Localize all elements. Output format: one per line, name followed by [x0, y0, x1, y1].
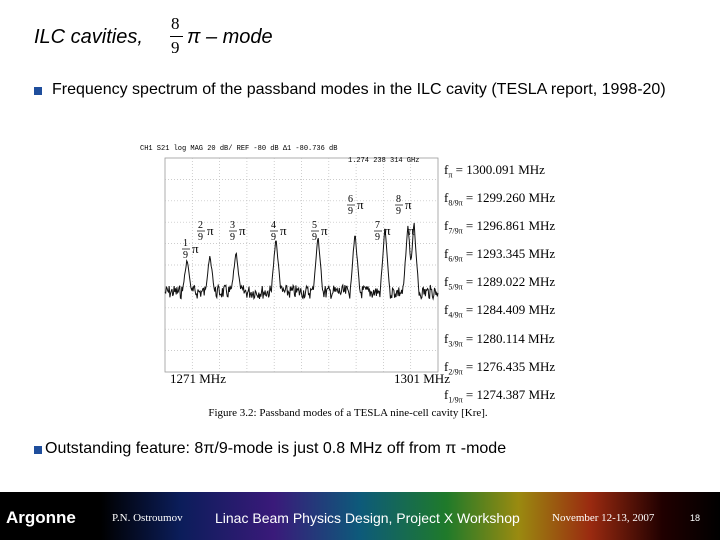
- mode-numerator: 1: [183, 238, 188, 249]
- frequency-value: = 1284.409 MHz: [465, 302, 556, 318]
- frequency-subscript: 5/9π: [448, 282, 463, 292]
- mode-numerator: 4: [271, 220, 276, 231]
- mode-numerator: 8: [396, 194, 401, 205]
- instrument-header: 1.274 238 314 GHz: [348, 157, 419, 165]
- frequency-symbol: f: [444, 246, 449, 262]
- frequency-symbol: f: [444, 386, 449, 402]
- figure-caption: Figure 3.2: Passband modes of a TESLA ni…: [208, 407, 488, 419]
- page-number: 18: [690, 513, 701, 523]
- mode-symbol: π: [408, 223, 415, 238]
- presenter: P.N. Ostroumov: [112, 512, 183, 524]
- frequency-subscript: π: [448, 170, 453, 180]
- frequency-subscript: 2/9π: [448, 367, 463, 377]
- frequency-symbol: f: [444, 274, 449, 290]
- mode-denominator: 9: [396, 206, 401, 217]
- frequency-subscript: 1/9π: [448, 395, 463, 405]
- mode-denominator: 9: [312, 232, 317, 243]
- fraction-numerator: 8: [171, 14, 180, 33]
- frequency-subscript: 3/9π: [448, 339, 463, 349]
- frequency-row: f7/9π = 1296.861 MHz: [444, 215, 555, 243]
- instrument-header: CH1 S21 log MAG 20 dB/ REF -80 dB Δ1 -80…: [140, 145, 337, 153]
- title-suffix: π – mode: [187, 26, 273, 48]
- mode-symbol: π: [384, 223, 391, 238]
- bullet-text: Outstanding feature: 8π/9-mode is just 0…: [45, 440, 507, 457]
- mode-symbol: π: [192, 241, 199, 256]
- frequency-symbol: f: [444, 358, 449, 374]
- mode-denominator: 9: [198, 232, 203, 243]
- mode-denominator: 9: [348, 206, 353, 217]
- frequency-value: = 1293.345 MHz: [465, 246, 556, 262]
- date: November 12-13, 2007: [552, 512, 655, 524]
- mode-symbol: π: [357, 197, 364, 212]
- bullet-marker: [34, 446, 42, 454]
- frequency-list: fπ = 1300.091 MHz f8/9π = 1299.260 MHz f7/…: [444, 159, 555, 412]
- title: ILC cavities,: [34, 26, 143, 48]
- frequency-value: = 1280.114 MHz: [465, 330, 555, 346]
- mode-numerator: 7: [375, 220, 380, 231]
- frequency-value: = 1276.435 MHz: [465, 358, 556, 374]
- frequency-row: f3/9π = 1280.114 MHz: [444, 328, 555, 356]
- event: Linac Beam Physics Design, Project X Wor…: [215, 510, 520, 526]
- frequency-symbol: f: [444, 162, 449, 177]
- fraction-denominator: 9: [171, 38, 180, 57]
- frequency-value: = 1299.260 MHz: [465, 190, 556, 206]
- bullet-text: Frequency spectrum of the passband modes…: [52, 81, 666, 98]
- footer: Argonne P.N. Ostroumov Linac Beam Physic…: [0, 492, 720, 540]
- mode-numerator: 5: [312, 220, 317, 231]
- frequency-symbol: f: [444, 218, 449, 234]
- mode-symbol: π: [239, 223, 246, 238]
- figure-bg: [138, 140, 578, 425]
- frequency-row: f5/9π = 1289.022 MHz: [444, 271, 555, 299]
- mode-symbol: π: [280, 223, 287, 238]
- mode-numerator: 2: [198, 220, 203, 231]
- frequency-symbol: f: [444, 190, 449, 206]
- frequency-row: f6/9π = 1293.345 MHz: [444, 243, 555, 271]
- mode-numerator: 3: [230, 220, 235, 231]
- fraction-bar: [170, 36, 183, 37]
- frequency-value: = 1289.022 MHz: [465, 274, 556, 290]
- axis-start-label: 1271 MHz: [170, 371, 226, 386]
- bullet-marker: [34, 87, 42, 95]
- mode-numerator: 6: [348, 194, 353, 205]
- frequency-symbol: f: [444, 330, 449, 346]
- frequency-symbol: f: [444, 302, 449, 318]
- figure: CH1 S21 log MAG 20 dB/ REF -80 dB Δ1 -80…: [138, 140, 578, 425]
- mode-symbol: π: [321, 223, 328, 238]
- frequency-value: = 1300.091 MHz: [455, 162, 545, 177]
- frequency-value: = 1296.861 MHz: [465, 218, 556, 234]
- frequency-row: fπ = 1300.091 MHz: [444, 159, 555, 187]
- mode-symbol: π: [207, 223, 214, 238]
- axis-end-label: 1301 MHz: [394, 371, 450, 386]
- mode-denominator: 9: [271, 232, 276, 243]
- mode-denominator: 9: [230, 232, 235, 243]
- frequency-subscript: 7/9π: [448, 226, 463, 236]
- frequency-subscript: 4/9π: [448, 311, 463, 321]
- frequency-row: f1/9π = 1274.387 MHz: [444, 384, 555, 412]
- spectrum-trace: [164, 222, 439, 301]
- frequency-row: f8/9π = 1299.260 MHz: [444, 187, 555, 215]
- plot-grid: [164, 157, 439, 373]
- logo: Argonne: [6, 508, 76, 527]
- frequency-value: = 1274.387 MHz: [465, 386, 556, 402]
- frequency-subscript: 6/9π: [448, 254, 463, 264]
- frequency-row: f2/9π = 1276.435 MHz: [444, 356, 555, 384]
- mode-denominator: 9: [183, 250, 188, 261]
- mode-symbol: π: [405, 197, 412, 212]
- frequency-subscript: 8/9π: [448, 198, 463, 208]
- frequency-row: f4/9π = 1284.409 MHz: [444, 299, 555, 327]
- mode-denominator: 9: [375, 232, 380, 243]
